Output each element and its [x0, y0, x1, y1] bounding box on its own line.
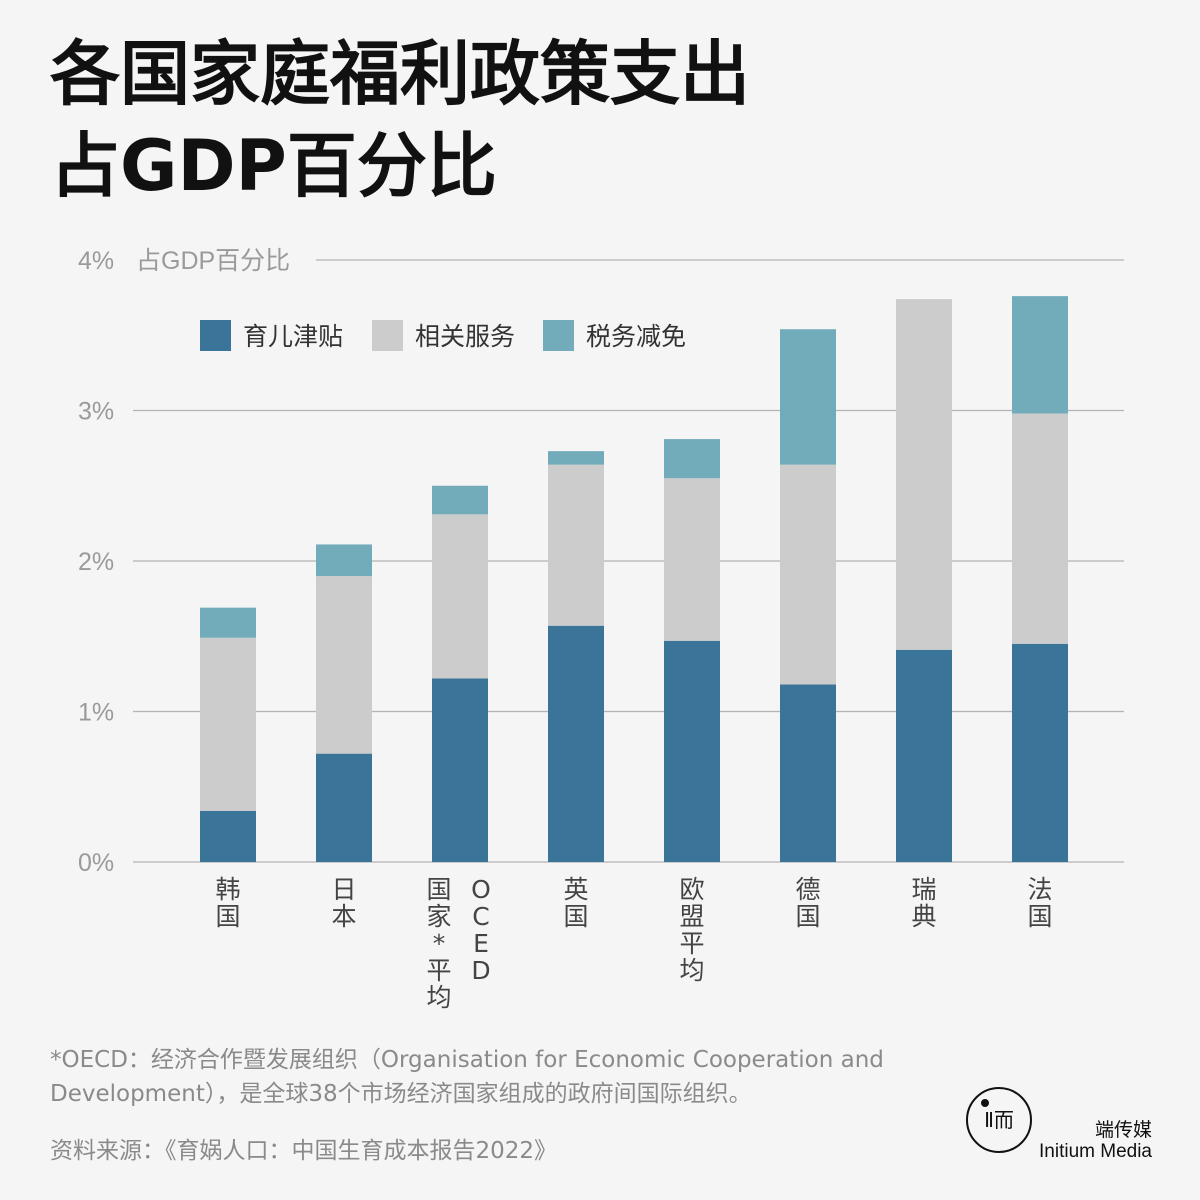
bar-segment-3	[316, 544, 372, 577]
y-tick-label: 4%	[78, 247, 114, 275]
y-tick-label: 1%	[78, 699, 114, 727]
bar-segment-1	[664, 640, 720, 862]
x-tick-label-char: 欧	[679, 875, 704, 904]
bar-segment-3	[664, 439, 720, 479]
bar-segment-1	[316, 753, 372, 862]
x-tick-label-char: 国	[426, 875, 451, 904]
chart-title: 各国家庭福利政策支出 占GDP百分比	[50, 28, 750, 212]
x-tick-label-char: 平	[426, 956, 451, 985]
bar-segment-2	[1012, 413, 1068, 644]
x-tick-label-char: 日	[331, 875, 356, 904]
y-tick-label: 2%	[78, 548, 114, 576]
bar-segment-1	[200, 810, 256, 862]
x-tick-label-char: 国	[563, 902, 588, 931]
bar-segment-2	[200, 637, 256, 811]
bar-segment-2	[548, 464, 604, 626]
source-note: 资料来源：《育娲人口：中国生育成本报告2022》	[50, 1138, 558, 1164]
bar-segment-1	[780, 684, 836, 862]
logo-name-cn: 端传媒	[1094, 1119, 1152, 1141]
x-tick-label-char: 本	[331, 902, 356, 931]
x-tick-label-char: 瑞	[911, 875, 936, 904]
initium-media-logo: Ⅱ而 端传媒 Initium Media	[960, 1085, 1160, 1175]
chart-title-line1: 各国家庭福利政策支出	[50, 33, 750, 115]
x-tick-label-char: 国	[215, 902, 240, 931]
bar-segment-3	[432, 485, 488, 515]
legend-swatch	[372, 320, 403, 351]
chart-title-line2: 占GDP百分比	[50, 125, 497, 207]
x-tick-label-char: 家	[426, 902, 451, 931]
bar-segment-2	[896, 299, 952, 650]
x-tick-label-char: C	[472, 902, 489, 931]
bar-segment-1	[896, 649, 952, 862]
x-tick-label-char: 德	[795, 875, 820, 904]
x-tick-label-char: 均	[679, 956, 704, 985]
x-tick-label-char: 均	[426, 983, 451, 1012]
logo-mark-icon: Ⅱ而	[966, 1087, 1032, 1153]
logo-mark-text: Ⅱ而	[984, 1108, 1014, 1132]
bar-segment-3	[1012, 296, 1068, 414]
bar-segment-1	[1012, 643, 1068, 862]
x-tick-label-char: D	[471, 956, 490, 985]
stacked-bar-chart: 0%1%2%3%占GDP百分比4%韩国日本国家*平均OCED英国欧盟平均德国瑞典…	[78, 247, 1124, 1012]
x-tick-label-char: 韩	[215, 875, 240, 904]
legend-label: 相关服务	[415, 322, 515, 351]
y-axis-label: 占GDP百分比	[136, 247, 290, 275]
x-tick-label-char: O	[471, 875, 491, 904]
x-tick-label-char: 英	[563, 875, 588, 904]
logo-name-en: Initium Media	[1039, 1141, 1152, 1162]
bar-segment-2	[780, 464, 836, 685]
legend-swatch	[543, 320, 574, 351]
x-tick-label-char: 国	[1027, 902, 1052, 931]
y-tick-label: 3%	[78, 398, 114, 426]
bar-segment-3	[780, 329, 836, 465]
x-tick-label-char: *	[433, 929, 446, 958]
bar-segment-3	[200, 607, 256, 638]
legend-label: 税务减免	[586, 322, 686, 351]
bar-segment-2	[432, 514, 488, 679]
x-tick-label-char: 国	[795, 902, 820, 931]
x-tick-label-char: 平	[679, 929, 704, 958]
footnote: *OECD：经济合作暨发展组织（Organisation for Economi…	[50, 1047, 884, 1107]
bar-segment-1	[432, 678, 488, 862]
bar-segment-2	[316, 576, 372, 754]
x-tick-label-char: E	[473, 929, 489, 958]
x-tick-label-char: 法	[1027, 875, 1052, 904]
bar-segment-2	[664, 478, 720, 641]
legend-label: 育儿津贴	[243, 322, 343, 351]
logo-dot	[981, 1099, 989, 1107]
legend-swatch	[200, 320, 231, 351]
bar-segment-3	[548, 451, 604, 465]
x-tick-label-char: 典	[911, 902, 936, 931]
y-tick-label: 0%	[78, 849, 114, 877]
bar-segment-1	[548, 625, 604, 862]
x-tick-label-char: 盟	[679, 902, 704, 931]
